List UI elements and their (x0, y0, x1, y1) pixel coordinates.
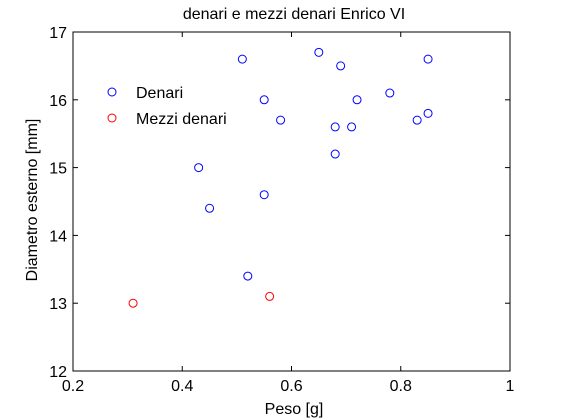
legend-label-denari: Denari (136, 85, 183, 102)
x-tick-label: 0.2 (62, 378, 84, 395)
data-point-denari (330, 122, 340, 132)
data-point-denari (336, 61, 346, 71)
data-point-denari (412, 115, 422, 125)
x-tick-label: 0.8 (390, 378, 412, 395)
data-point-denari (314, 47, 324, 57)
data-point-mezzi-denari (128, 298, 138, 308)
x-tick-label: 0.6 (280, 378, 302, 395)
y-tick-label: 14 (49, 228, 67, 245)
y-axis-label: Diametro esterno [mm] (24, 119, 41, 282)
data-point-denari (423, 108, 433, 118)
y-tick-label: 13 (49, 296, 67, 313)
chart-title: denari e mezzi denari Enrico VI (183, 6, 405, 23)
plot-area (72, 31, 511, 372)
axis-ticks: 0.2 0.4 0.6 0.8 1 12 13 14 15 16 17 (49, 25, 514, 395)
y-tick-label: 12 (49, 364, 67, 381)
data-point-denari (276, 115, 286, 125)
legend-marker-denari (107, 87, 117, 97)
data-points (128, 47, 433, 308)
x-tick-label: 0.4 (171, 378, 193, 395)
legend: Denari Mezzi denari (107, 85, 227, 128)
data-point-denari (352, 95, 362, 105)
data-point-denari (385, 88, 395, 98)
data-point-denari (347, 122, 357, 132)
x-tick-label: 1 (506, 378, 515, 395)
y-tick-label: 17 (49, 25, 67, 42)
data-point-denari (243, 271, 253, 281)
data-point-denari (194, 163, 204, 173)
data-point-denari (330, 149, 340, 159)
legend-marker-mezzi-denari (107, 113, 117, 123)
data-point-denari (423, 54, 433, 64)
y-tick-label: 16 (49, 93, 67, 110)
data-point-denari (205, 203, 215, 213)
data-point-denari (259, 95, 269, 105)
y-tick-label: 15 (49, 161, 67, 178)
legend-label-mezzi-denari: Mezzi denari (136, 111, 227, 128)
x-axis-label: Peso [g] (265, 401, 324, 418)
data-point-denari (259, 190, 269, 200)
data-point-denari (237, 54, 247, 64)
data-point-mezzi-denari (265, 291, 275, 301)
